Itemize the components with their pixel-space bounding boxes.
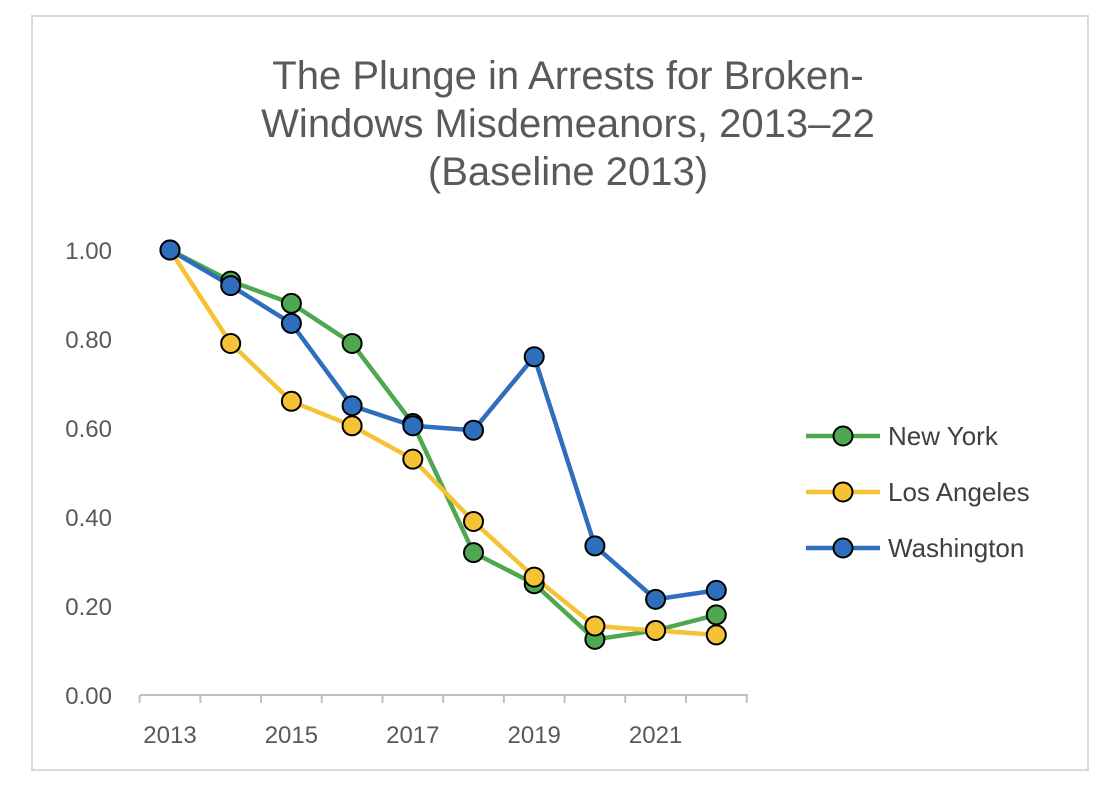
y-tick-label: 0.40 (65, 505, 112, 532)
y-tick-label: 0.20 (65, 594, 112, 621)
legend-label: Los Angeles (888, 477, 1030, 507)
data-point-washington (463, 419, 484, 441)
data-point-washington (523, 346, 545, 368)
data-point-washington (159, 239, 181, 261)
data-point-los-angeles (523, 566, 545, 588)
data-point-los-angeles (463, 510, 484, 532)
legend-label: New York (888, 421, 999, 451)
series-line-washington (167, 247, 719, 602)
legend-swatch-marker (832, 481, 854, 503)
data-point-washington (402, 415, 424, 437)
legend-label: Washington (888, 533, 1024, 563)
data-point-washington (584, 535, 606, 557)
data-point-los-angeles (280, 390, 302, 412)
series-lines (167, 247, 719, 642)
series-line-los-angeles (167, 247, 719, 638)
data-point-washington (280, 312, 302, 334)
legend: New York Los Angeles Washington (806, 421, 1030, 563)
data-point-los-angeles (341, 415, 363, 437)
data-point-new-york (463, 542, 484, 564)
legend-item-los-angeles: Los Angeles (806, 477, 1030, 507)
x-tick-label: 2019 (508, 722, 561, 749)
chart-title-line-3: (Baseline 2013) (427, 150, 709, 194)
y-tick-label: 0.80 (65, 327, 112, 354)
y-tick-label: 0.60 (65, 416, 112, 443)
chart-title: The Plunge in Arrests for Broken- Window… (0, 52, 1118, 196)
legend-item-new-york: New York (806, 421, 999, 451)
y-tick-label: 1.00 (65, 238, 112, 265)
series-points (159, 239, 727, 650)
x-tick-label: 2013 (143, 722, 196, 749)
data-point-los-angeles (402, 448, 424, 470)
y-tick-label: 0.00 (65, 683, 112, 710)
x-tick-label: 2015 (265, 722, 318, 749)
data-point-washington (705, 579, 727, 601)
data-point-los-angeles (584, 615, 606, 637)
chart-title-line-2: Windows Misdemeanors, 2013–22 (261, 102, 875, 146)
data-point-new-york (705, 604, 727, 626)
legend-swatch-marker (832, 425, 854, 447)
data-point-washington (341, 395, 363, 417)
x-tick-label: 2017 (386, 722, 439, 749)
chart-frame (31, 15, 1089, 771)
legend-item-washington: Washington (806, 533, 1024, 563)
chart-title-line-1: The Plunge in Arrests for Broken- (272, 54, 864, 98)
data-point-new-york (280, 292, 302, 314)
data-point-los-angeles (220, 332, 242, 354)
data-point-los-angeles (705, 624, 727, 646)
legend-swatch-marker (832, 537, 854, 559)
x-tick-label: 2021 (629, 722, 682, 749)
axes: 2013 2015 2017 2019 2021 0.00 0.20 0.40 0.60 0.80… (65, 238, 748, 749)
data-point-washington (645, 588, 667, 610)
data-point-washington (220, 275, 242, 297)
data-point-new-york (341, 332, 363, 354)
data-point-los-angeles (645, 619, 667, 641)
